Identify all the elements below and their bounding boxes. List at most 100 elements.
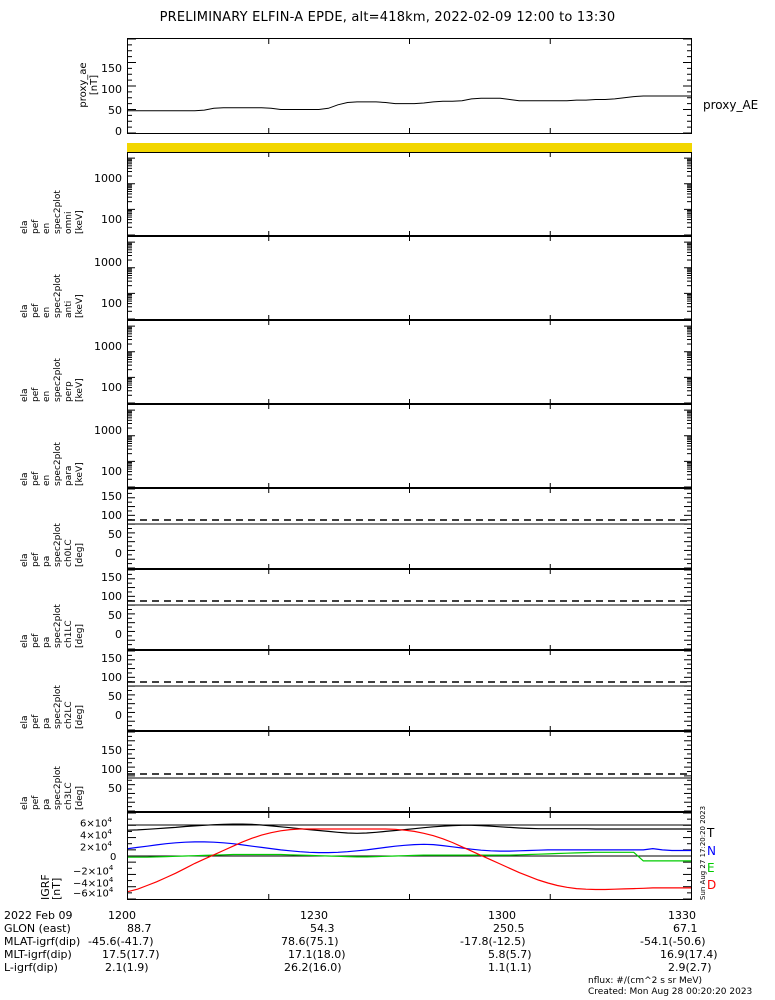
axis-label-pa-ch3lc: ela pef pa spec2plot ch3LC [deg] <box>20 766 85 810</box>
ytick-omni-1000: 1000 <box>94 172 122 185</box>
axis-label-epde-anti: ela pef en spec2plot anti [keV] <box>20 274 85 318</box>
col-1230-time: 1230 <box>300 909 328 922</box>
ytick-ch0lc-0: 0 <box>115 547 122 560</box>
igrf-legend-T: T <box>707 826 715 840</box>
axis-label-epde-omni: ela pef en spec2plot omni [keV] <box>20 190 85 234</box>
col-1300-mlt: 5.8(5.7) <box>488 948 532 961</box>
ytick-proxy-ae-100: 100 <box>101 83 122 96</box>
ytick-anti-1000: 1000 <box>94 256 122 269</box>
proxy-ae-trace <box>128 39 691 133</box>
ytick-omni-100: 100 <box>101 213 122 226</box>
axis-label-pa-ch1lc: ela pef pa spec2plot ch1LC [deg] <box>20 604 85 648</box>
ytick-perp-100: 100 <box>101 381 122 394</box>
panel-epde-para: ela pef en spec2plot para [keV] 1000 100 <box>0 404 775 488</box>
plot-area-pa-ch0lc <box>127 488 692 569</box>
row-label-date: 2022 Feb 09 <box>4 909 73 922</box>
col-1330-mlat: -54.1(-50.6) <box>640 935 706 948</box>
ytick-ch3lc-50: 50 <box>108 782 122 795</box>
ytick-para-1000: 1000 <box>94 424 122 437</box>
ytick-ch1lc-100: 100 <box>101 590 122 603</box>
plot-area-pa-ch2lc <box>127 650 692 731</box>
igrf-legend-N: N <box>707 844 716 858</box>
ytick-igrf-0: 0 <box>110 852 117 863</box>
col-1200-glon: 88.7 <box>127 922 152 935</box>
ytick-igrf-m4e4: −4×104 <box>73 876 114 890</box>
col-1200-mlt: 17.5(17.7) <box>102 948 160 961</box>
row-label-l: L-igrf(dip) <box>4 961 58 974</box>
row-label-glon: GLON (east) <box>4 922 71 935</box>
col-1330-time: 1330 <box>668 909 696 922</box>
ytick-ch2lc-150: 150 <box>101 652 122 665</box>
ytick-igrf-m2e4: −2×104 <box>73 864 114 878</box>
proxy-ae-right-label: proxy_AE <box>703 98 759 112</box>
plot-area-epde-omni <box>127 152 692 236</box>
plot-area-proxy-ae <box>127 38 692 134</box>
ytick-para-100: 100 <box>101 465 122 478</box>
plot-area-pa-ch1lc <box>127 569 692 650</box>
ytick-igrf-6e4: 6×104 <box>80 816 112 830</box>
panel-pa-ch1lc: ela pef pa spec2plot ch1LC [deg] 150 100 50 0 <box>0 569 775 650</box>
data-coverage-bar <box>127 143 692 152</box>
plot-area-igrf <box>127 812 692 900</box>
col-1200-l: 2.1(1.9) <box>105 961 149 974</box>
panel-igrf: IGRF [nT] 6×104 4×104 2×104 0 −2×104 −4×1… <box>39 805 717 900</box>
ytick-proxy-ae-0: 0 <box>115 125 122 138</box>
panel-epde-omni: ela pef en spec2plot omni [keV] 1000 100 <box>0 152 775 236</box>
ytick-proxy-ae-50: 50 <box>108 104 122 117</box>
col-1330-glon: 67.1 <box>673 922 698 935</box>
ytick-ch2lc-0: 0 <box>115 709 122 722</box>
ytick-ch1lc-0: 0 <box>115 628 122 641</box>
panel-pa-ch2lc: ela pef pa spec2plot ch2LC [deg] 150 100 50 0 <box>0 650 775 731</box>
col-1200-time: 1200 <box>108 909 136 922</box>
panel-proxy-ae: proxy_ae [nT] 150 100 50 0 proxy_AE <box>0 30 775 138</box>
igrf-side-stamp: Sun Aug 27 17:20:20 2023 <box>699 805 707 900</box>
col-1330-l: 2.9(2.7) <box>668 961 712 974</box>
footer-units-note: nflux: #/(cm^2 s sr MeV) <box>588 976 702 986</box>
axis-label-pa-ch2lc: ela pef pa spec2plot ch2LC [deg] <box>20 685 85 729</box>
igrf-legend-E: E <box>707 861 715 875</box>
ytick-ch1lc-50: 50 <box>108 609 122 622</box>
col-1230-mlt: 17.1(18.0) <box>288 948 346 961</box>
ytick-proxy-ae-150: 150 <box>101 62 122 75</box>
ytick-ch0lc-150: 150 <box>101 490 122 503</box>
col-1230-mlat: 78.6(75.1) <box>281 935 339 948</box>
panel-pa-ch3lc: ela pef pa spec2plot ch3LC [deg] 150 100 50 <box>0 731 775 812</box>
ytick-ch2lc-50: 50 <box>108 690 122 703</box>
col-1300-l: 1.1(1.1) <box>488 961 532 974</box>
row-label-mlat: MLAT-igrf(dip) <box>4 935 81 948</box>
col-1300-glon: 250.5 <box>493 922 525 935</box>
panel-pa-ch0lc: ela pef pa spec2plot ch0LC [deg] 150 100 50 0 <box>0 488 775 569</box>
ytick-igrf-m6e4: −6×104 <box>73 886 114 900</box>
col-1300-mlat: -17.8(-12.5) <box>460 935 526 948</box>
ytick-igrf-4e4: 4×104 <box>80 828 112 842</box>
axis-label-epde-perp: ela pef en spec2plot perp [keV] <box>20 358 85 402</box>
ytick-anti-100: 100 <box>101 297 122 310</box>
footer-created: Created: Mon Aug 28 00:20:20 2023 <box>588 987 753 997</box>
ytick-ch3lc-100: 100 <box>101 763 122 776</box>
col-1300-time: 1300 <box>488 909 516 922</box>
col-1200-mlat: -45.6(-41.7) <box>88 935 154 948</box>
ytick-ch0lc-50: 50 <box>108 528 122 541</box>
row-label-mlt: MLT-igrf(dip) <box>4 948 72 961</box>
plot-area-epde-anti <box>127 236 692 320</box>
ytick-ch1lc-150: 150 <box>101 571 122 584</box>
igrf-traces <box>128 813 691 899</box>
col-1330-mlt: 16.9(17.4) <box>660 948 718 961</box>
plot-area-epde-para <box>127 404 692 488</box>
plot-area-pa-ch3lc <box>127 731 692 812</box>
col-1230-glon: 54.3 <box>310 922 335 935</box>
plot-area-epde-perp <box>127 320 692 404</box>
page-title: PRELIMINARY ELFIN-A EPDE, alt=418km, 202… <box>159 10 616 25</box>
ytick-ch0lc-100: 100 <box>101 509 122 522</box>
panel-epde-anti: ela pef en spec2plot anti [keV] 1000 100 <box>0 236 775 320</box>
axis-label-pa-ch0lc: ela pef pa spec2plot ch0LC [deg] <box>20 523 85 567</box>
ytick-ch3lc-150: 150 <box>101 744 122 757</box>
col-1230-l: 26.2(16.0) <box>284 961 342 974</box>
axis-label-epde-para: ela pef en spec2plot para [keV] <box>20 442 85 486</box>
bottom-annotation-table: 2022 Feb 09 GLON (east) MLAT-igrf(dip) M… <box>0 909 775 979</box>
ytick-igrf-2e4: 2×104 <box>80 840 112 854</box>
igrf-legend-D: D <box>707 878 717 892</box>
panel-epde-perp: ela pef en spec2plot perp [keV] 1000 100 <box>0 320 775 404</box>
ytick-perp-1000: 1000 <box>94 340 122 353</box>
ytick-ch2lc-100: 100 <box>101 671 122 684</box>
